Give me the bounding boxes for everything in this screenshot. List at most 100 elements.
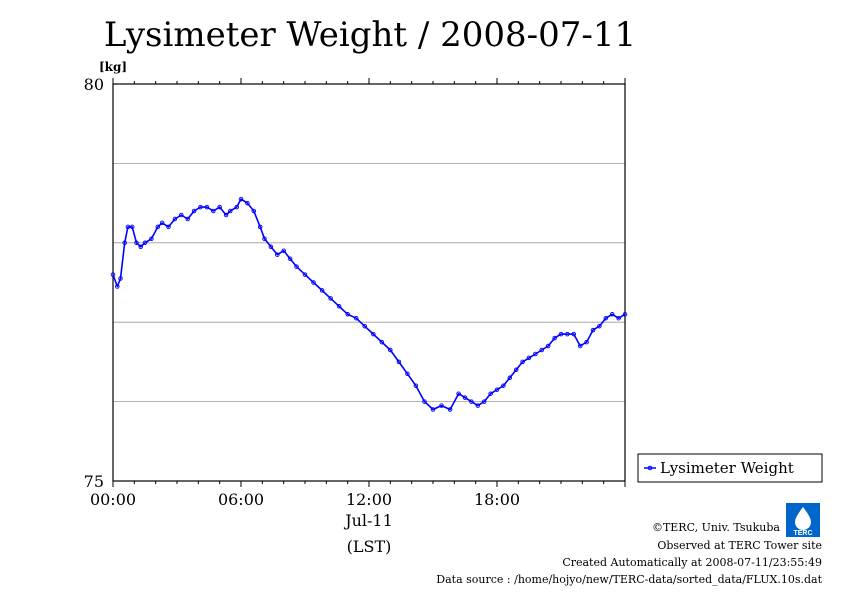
logo-text: TERC — [793, 530, 812, 537]
data-point — [456, 391, 461, 396]
data-point — [590, 327, 596, 333]
data-point — [287, 256, 293, 261]
data-point — [597, 323, 602, 329]
data-point — [268, 244, 274, 250]
chart-title: Lysimeter Weight / 2008-07-11 — [104, 15, 636, 55]
data-point — [539, 347, 545, 353]
legend: Lysimeter Weight — [637, 453, 823, 483]
data-point — [603, 315, 609, 321]
data-point — [198, 204, 203, 210]
data-point — [238, 196, 244, 202]
logo-drop-icon — [795, 507, 811, 530]
footer-observed: Observed at TERC Tower site — [657, 539, 822, 552]
data-point — [217, 204, 222, 210]
data-point — [328, 296, 333, 301]
data-point — [447, 407, 453, 412]
y-tick-label-min: 75 — [84, 472, 104, 491]
legend-marker-swatch — [647, 465, 653, 471]
x-zone-label: (LST) — [347, 537, 392, 556]
data-point — [584, 339, 589, 345]
series-lysimeter-weight — [110, 196, 628, 412]
terc-logo: TERC — [786, 503, 820, 537]
data-point — [558, 331, 564, 337]
x-tick-label-0600: 06:00 — [218, 490, 264, 509]
data-point — [507, 375, 513, 381]
data-point — [142, 240, 148, 246]
data-point — [115, 284, 120, 289]
gridlines — [113, 162, 625, 403]
data-point — [172, 216, 178, 222]
data-point — [122, 240, 127, 246]
data-point — [138, 244, 143, 250]
data-point — [223, 212, 229, 218]
x-tick-marks — [112, 78, 626, 487]
data-point — [565, 331, 570, 337]
data-point — [494, 387, 500, 392]
data-point — [302, 272, 308, 277]
data-point — [319, 288, 325, 293]
data-point — [571, 331, 577, 337]
data-point — [622, 312, 628, 317]
legend-label: Lysimeter Weight — [660, 459, 794, 477]
data-point — [211, 208, 216, 214]
data-point — [345, 312, 350, 317]
data-point — [520, 359, 525, 365]
data-point — [379, 339, 385, 345]
data-point — [204, 204, 210, 210]
data-point — [422, 399, 427, 404]
y-unit-label: [kg] — [99, 60, 127, 74]
x-date-label: Jul-11 — [343, 511, 393, 530]
data-point — [134, 240, 139, 246]
data-point — [245, 200, 250, 206]
data-point — [110, 272, 116, 277]
data-point — [481, 399, 487, 404]
data-point — [430, 407, 436, 412]
legend-box — [637, 453, 823, 483]
data-point — [616, 315, 621, 321]
y-tick-label-max: 80 — [84, 75, 104, 94]
data-point — [609, 312, 615, 317]
x-tick-label-1200: 12:00 — [346, 490, 392, 509]
data-point — [545, 343, 551, 349]
data-point — [179, 212, 184, 218]
x-tick-label-1800: 18:00 — [474, 490, 520, 509]
footer-created: Created Automatically at 2008-07-11/23:5… — [562, 556, 822, 569]
data-point — [275, 252, 280, 257]
data-point — [501, 383, 506, 388]
data-point — [371, 331, 376, 337]
data-point — [413, 383, 419, 388]
data-point — [353, 315, 359, 321]
data-point — [159, 220, 165, 226]
data-point — [405, 371, 410, 377]
data-point — [526, 355, 532, 361]
data-point — [228, 208, 233, 214]
data-point — [191, 208, 197, 214]
data-point — [294, 264, 299, 269]
data-point — [251, 208, 257, 214]
data-point — [185, 216, 190, 222]
x-tick-label-0000: 00:00 — [90, 490, 136, 509]
data-point — [234, 204, 239, 210]
data-point — [281, 248, 286, 253]
data-point — [125, 224, 131, 230]
data-point — [533, 351, 538, 357]
data-point — [118, 276, 123, 281]
footer-copyright: ©TERC, Univ. Tsukuba — [652, 521, 780, 534]
data-point — [469, 399, 474, 404]
data-point — [262, 236, 267, 242]
data-point — [577, 343, 583, 349]
data-point — [475, 403, 481, 408]
data-point — [336, 304, 342, 309]
data-point — [388, 347, 393, 353]
data-point — [513, 367, 519, 373]
data-point — [488, 391, 493, 396]
data-point — [439, 403, 444, 408]
data-point — [552, 335, 557, 341]
data-point — [396, 359, 402, 365]
series-line — [112, 198, 626, 411]
data-point — [257, 224, 263, 230]
data-point — [129, 224, 135, 230]
data-point — [462, 395, 468, 400]
data-point — [155, 224, 161, 230]
